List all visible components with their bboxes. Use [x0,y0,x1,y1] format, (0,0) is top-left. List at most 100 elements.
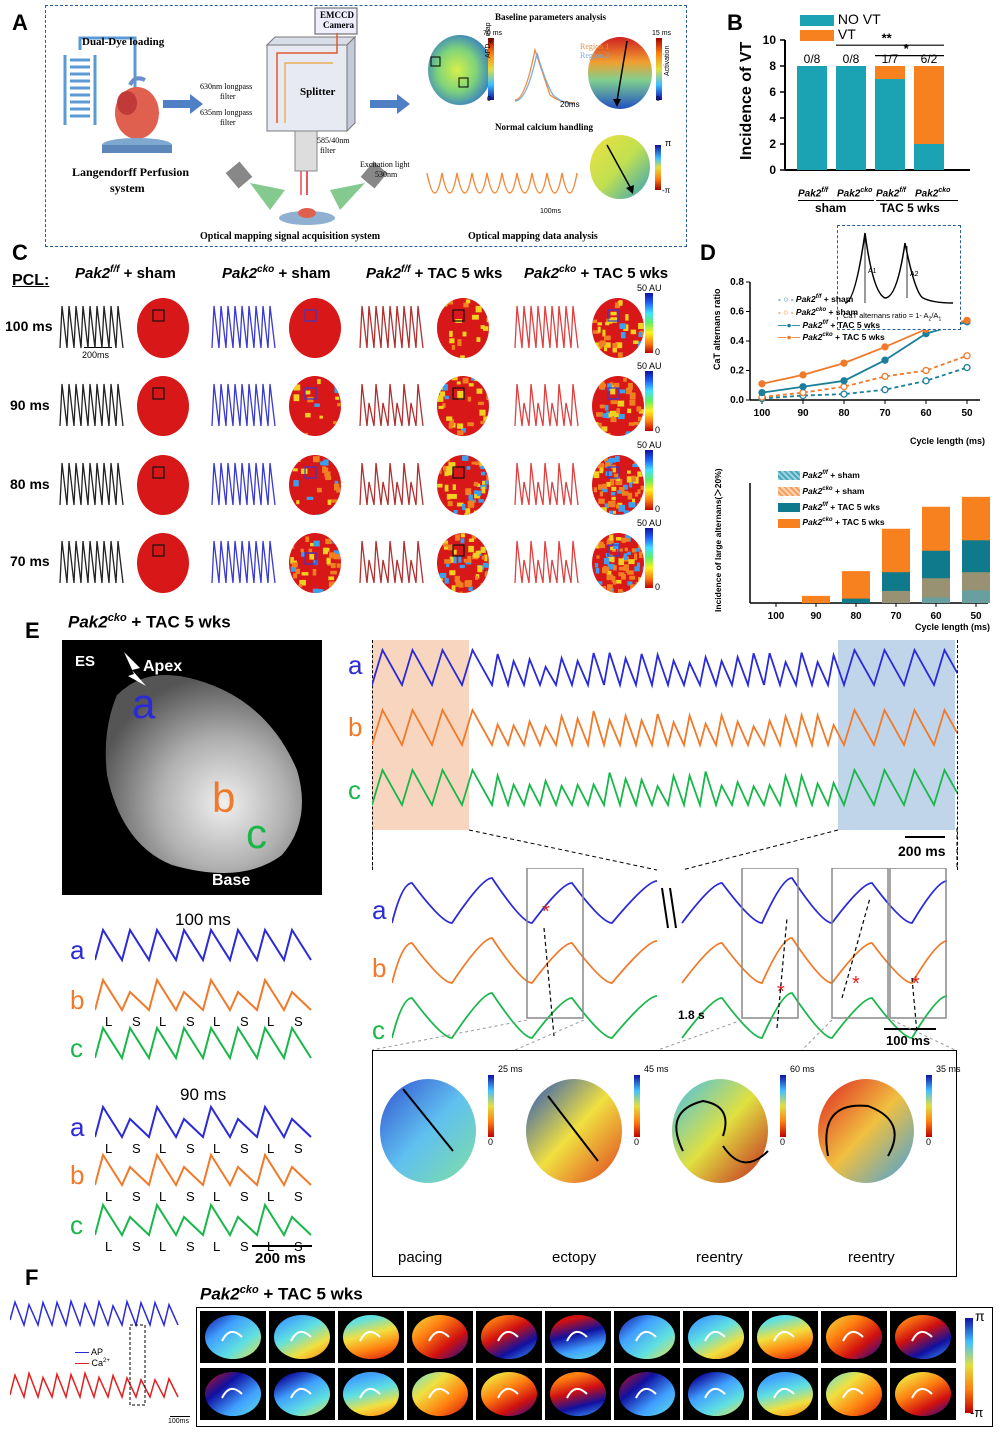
gap-label: 1.8 s [678,1008,705,1022]
propagation-arrow [841,897,871,999]
calcium-map [592,455,644,515]
legend-cko-tac: —●— Pak2cko + TAC 5 wks [778,332,885,343]
long-trace-a-label: a [348,650,363,680]
large-alternans-ylabel: Incidence of large alternans(＞20%) [713,468,723,612]
panel-label-c: C [12,240,28,265]
map-colorbar [780,1075,786,1137]
bar-label: 0/8 [843,52,860,66]
site-trace [95,1025,312,1061]
filter-585-sub: filter [320,146,336,155]
alternans-marker: L [267,1189,274,1204]
data-point [758,388,766,397]
scale-100ms-f: 100ms [168,1418,190,1425]
rotation-arrow [911,1330,933,1342]
activation-map [588,37,652,109]
alternans-marker: S [132,1014,141,1029]
ectopy-star: * [777,981,785,1003]
alternans-marker: L [159,1014,166,1029]
filter-630-label: 630nm longpass [200,82,253,91]
rotation-arrow [428,1330,450,1342]
splitter-box [266,44,348,132]
calcium-map-grid: 50 AU 0 50 AU 0 50 AU 0 50 AU 0 [59,283,662,593]
alternans-marker: S [294,1141,303,1156]
colorbar-min: 0 [655,504,660,514]
splitter-label: Splitter [300,86,336,98]
rotation-arrow [842,1387,864,1399]
y-tick-label: 10 [763,33,777,47]
x-tick-label: 70 [890,611,902,622]
calcium-map [289,376,341,436]
calcium-trace [211,540,276,584]
pcl-90-label: 90 ms [180,1085,227,1104]
alternans-marker: S [240,1141,249,1156]
activation-map [672,1079,768,1183]
calcium-map [137,376,189,436]
filter-585-label: 585/40nm [317,136,350,145]
site-c-label: c [246,810,267,857]
legend-ff-tac: —●— Pak2f/f + TAC 5 wks [778,319,881,330]
pacing-arrow [402,1088,454,1152]
map-max-1: 25 ms [498,1064,523,1074]
alternans-ratio-chart: 0.0 0.2 0.4 0.6 0.8 100 90 80 70 60 50 [730,277,980,419]
y-tick-label: 0.6 [730,307,744,318]
rotation-arrow [635,1330,657,1342]
activation-maps-box [372,1050,957,1277]
panel-label-e: E [25,618,40,643]
site-trace [95,1152,312,1188]
panel-label-a: A [12,10,28,35]
alternans-marker: L [105,1239,112,1254]
colorbar [645,371,653,431]
x-tick-label: 50 [970,611,982,622]
map-connectors [372,1020,956,1051]
trace-b-label-1: b [70,985,85,1015]
perfusion-coil [63,36,137,125]
colorbar [645,293,653,353]
calcium-map [437,455,489,515]
alternans-marker: S [240,1239,249,1254]
phase-map [274,1315,330,1359]
data-point [922,366,930,375]
large-alternans-xlabel: Cycle length (ms) [915,622,991,632]
calcium-map [289,533,341,593]
calcium-traces [426,172,578,194]
legend-cko-sham: - ○ - Pak2cko + sham [778,306,859,317]
dual-dye-label: Dual-Dye loading [82,36,165,48]
alternans-marker: S [186,1141,195,1156]
calcium-trace [211,462,276,506]
bar-vt [914,66,944,144]
scale-200ms-long: 200 ms [898,843,946,859]
panel-e-title: Pak2cko + TAC 5 wks [68,612,231,632]
phase-map [826,1315,882,1359]
svg-text:A1: A1 [868,268,877,275]
x-tick-label: 90 [797,408,809,419]
data-point [963,363,971,372]
baseline-label: Baseline parameters analysis [495,12,606,22]
bar-novt [797,66,827,170]
acquisition-label: Optical mapping signal acquisition syste… [200,231,381,242]
colorbar-min: 0 [655,582,660,592]
map-min-2: 0 [634,1137,640,1147]
propagation-arrow [776,917,788,1029]
x-tick-label: 50 [961,408,973,419]
zoom-trace-a-label: a [372,895,387,925]
activation-maps [380,1075,932,1183]
alternans-marker: L [213,1189,220,1204]
data-point [799,371,807,379]
scale-200ms-e: 200 ms [255,1250,306,1267]
legend2-ff-tac: Pak2f/f + TAC 5 wks [778,498,885,514]
data-point [758,380,766,388]
alternans-marker: L [105,1014,112,1029]
map-min-1: 0 [488,1137,494,1147]
ca-trace [10,1370,179,1400]
vt-group-sham: sham [815,201,847,215]
y-tick-label: 2 [769,137,776,151]
site-trace [95,1202,312,1238]
scale-100ms: 100ms [540,208,562,215]
break-mark [669,887,677,929]
flow-arrow-1 [163,94,203,114]
rotation-arrow [497,1330,519,1342]
calcium-trace [514,383,579,427]
alternans-marker: L [159,1141,166,1156]
rotation-arrow [290,1330,312,1342]
calcium-trace [59,383,124,427]
